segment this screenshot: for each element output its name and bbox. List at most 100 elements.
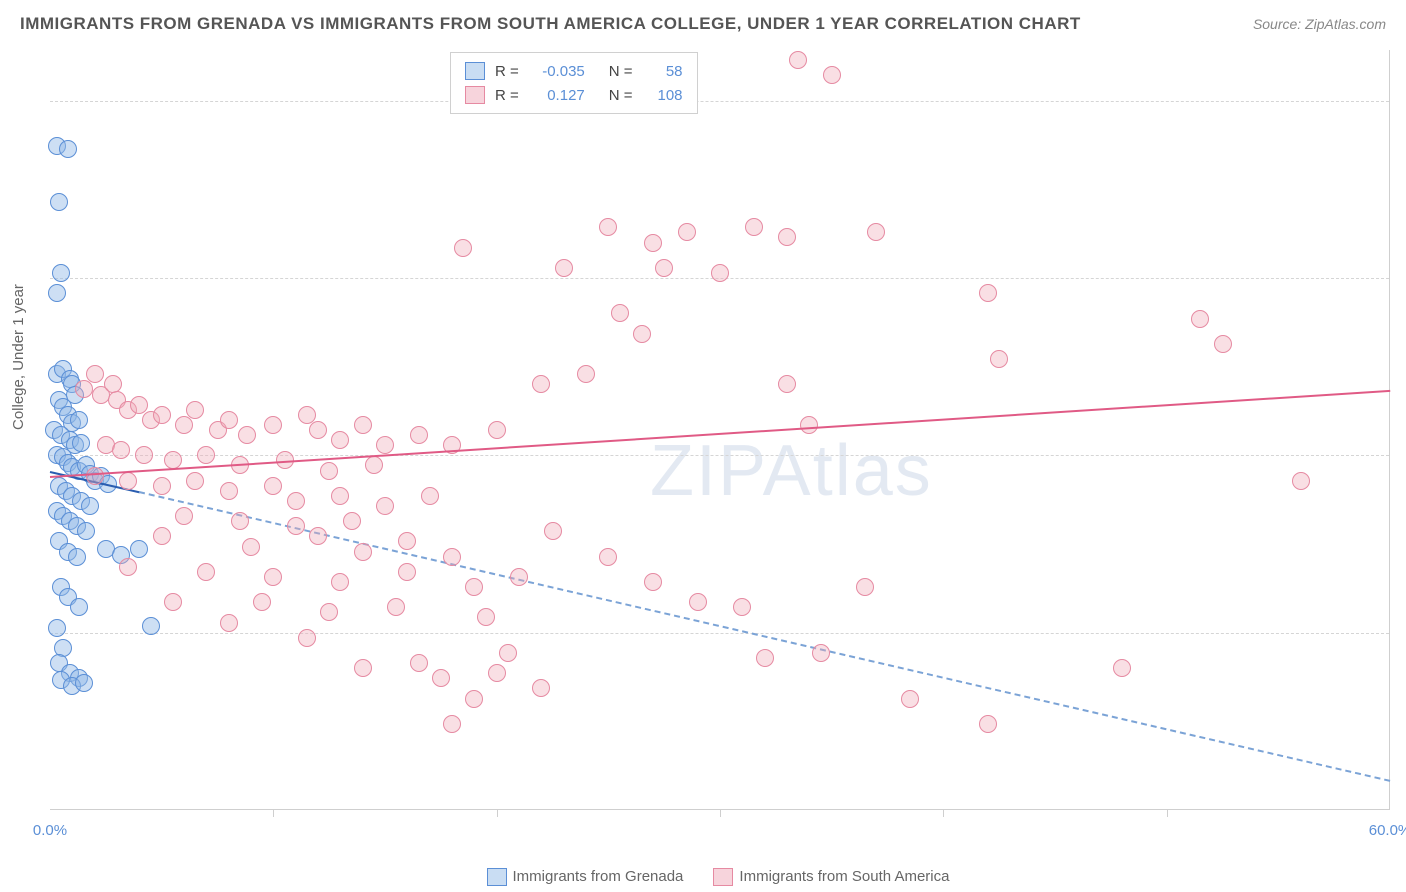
legend-swatch	[713, 868, 733, 886]
scatter-point	[577, 365, 595, 383]
legend-series: Immigrants from GrenadaImmigrants from S…	[0, 868, 1406, 886]
scatter-point	[532, 679, 550, 697]
scatter-point	[48, 619, 66, 637]
gridline	[50, 633, 1389, 634]
x-tick	[273, 809, 274, 817]
scatter-point	[264, 416, 282, 434]
scatter-point	[72, 434, 90, 452]
scatter-point	[130, 540, 148, 558]
scatter-point	[231, 512, 249, 530]
scatter-point	[544, 522, 562, 540]
scatter-point	[465, 690, 483, 708]
scatter-point	[175, 416, 193, 434]
scatter-point	[745, 218, 763, 236]
scatter-point	[454, 239, 472, 257]
scatter-point	[70, 598, 88, 616]
scatter-point	[599, 548, 617, 566]
scatter-point	[354, 416, 372, 434]
scatter-point	[75, 674, 93, 692]
x-tick	[497, 809, 498, 817]
scatter-point	[979, 715, 997, 733]
legend-swatch	[465, 86, 485, 104]
legend-row: R = 0.127 N = 108	[465, 83, 683, 107]
scatter-point	[532, 375, 550, 393]
scatter-point	[354, 543, 372, 561]
y-tick-label: 47.5%	[1397, 624, 1406, 641]
scatter-point	[465, 578, 483, 596]
scatter-point	[197, 563, 215, 581]
scatter-point	[264, 568, 282, 586]
scatter-point	[287, 517, 305, 535]
legend-n-label: N =	[609, 87, 633, 104]
scatter-point	[644, 573, 662, 591]
scatter-point	[70, 411, 88, 429]
scatter-point	[979, 284, 997, 302]
scatter-point	[376, 497, 394, 515]
scatter-point	[52, 264, 70, 282]
scatter-point	[331, 431, 349, 449]
legend-n-value: 108	[643, 87, 683, 104]
scatter-point	[331, 573, 349, 591]
scatter-point	[756, 649, 774, 667]
scatter-point	[510, 568, 528, 586]
scatter-point	[499, 644, 517, 662]
scatter-point	[398, 532, 416, 550]
scatter-point	[153, 527, 171, 545]
scatter-point	[901, 690, 919, 708]
legend-r-value: 0.127	[529, 87, 585, 104]
scatter-point	[153, 477, 171, 495]
plot-area: ZIPAtlas 47.5%65.0%82.5%100.0%0.0%60.0%	[50, 50, 1390, 810]
scatter-point	[778, 228, 796, 246]
legend-n-value: 58	[643, 63, 683, 80]
scatter-point	[81, 497, 99, 515]
scatter-point	[410, 654, 428, 672]
scatter-point	[153, 406, 171, 424]
scatter-point	[135, 446, 153, 464]
scatter-point	[59, 140, 77, 158]
y-tick-label: 65.0%	[1397, 447, 1406, 464]
scatter-point	[142, 617, 160, 635]
scatter-point	[186, 472, 204, 490]
scatter-point	[186, 401, 204, 419]
scatter-point	[789, 51, 807, 69]
scatter-point	[197, 446, 215, 464]
scatter-point	[365, 456, 383, 474]
legend-label: Immigrants from South America	[739, 868, 949, 885]
scatter-point	[1292, 472, 1310, 490]
scatter-point	[320, 603, 338, 621]
scatter-point	[644, 234, 662, 252]
legend-r-label: R =	[495, 87, 519, 104]
scatter-point	[354, 659, 372, 677]
scatter-point	[733, 598, 751, 616]
scatter-point	[477, 608, 495, 626]
scatter-point	[867, 223, 885, 241]
scatter-point	[1191, 310, 1209, 328]
scatter-point	[119, 472, 137, 490]
legend-swatch	[487, 868, 507, 886]
scatter-point	[343, 512, 361, 530]
scatter-point	[264, 477, 282, 495]
scatter-point	[331, 487, 349, 505]
legend-n-label: N =	[609, 63, 633, 80]
scatter-point	[48, 284, 66, 302]
scatter-point	[410, 426, 428, 444]
scatter-point	[253, 593, 271, 611]
scatter-point	[488, 421, 506, 439]
chart-title: IMMIGRANTS FROM GRENADA VS IMMIGRANTS FR…	[20, 14, 1081, 34]
scatter-point	[220, 411, 238, 429]
scatter-point	[75, 380, 93, 398]
scatter-point	[77, 522, 95, 540]
scatter-point	[555, 259, 573, 277]
scatter-point	[711, 264, 729, 282]
scatter-point	[1113, 659, 1131, 677]
scatter-point	[778, 375, 796, 393]
scatter-point	[823, 66, 841, 84]
scatter-point	[856, 578, 874, 596]
scatter-point	[320, 462, 338, 480]
source-label: Source: ZipAtlas.com	[1253, 16, 1386, 32]
scatter-point	[376, 436, 394, 454]
legend-correlation: R =-0.035N =58R =0.127N =108	[450, 52, 698, 114]
legend-swatch	[465, 62, 485, 80]
watermark: ZIPAtlas	[650, 430, 933, 512]
x-tick-label: 60.0%	[1369, 822, 1406, 839]
